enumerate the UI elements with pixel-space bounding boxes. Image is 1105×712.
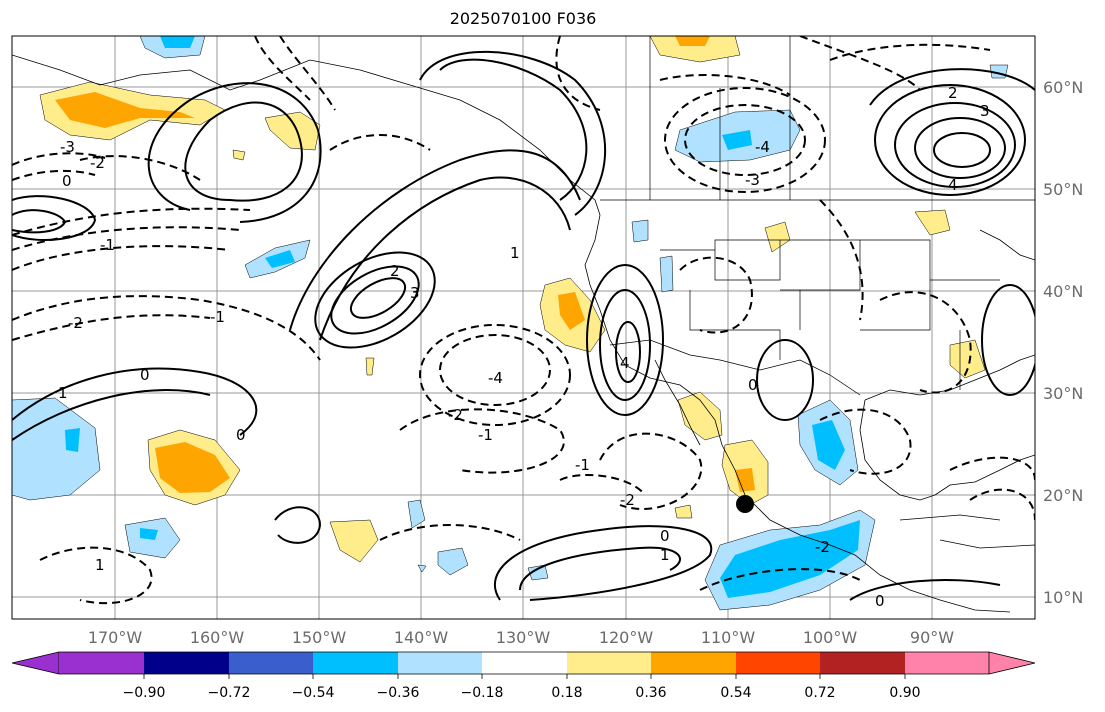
contour-label-group: 0 0 0 0 0 0 1 1 1 1 2 2 3 3 4 4 -1 -1 -1… (58, 84, 990, 610)
colorbar-segment (905, 652, 989, 674)
contour-label: 2 (390, 262, 400, 280)
contour-label: -2 (68, 314, 83, 332)
colorbar-tick-label: 0.72 (804, 685, 835, 701)
contour-label: -1 (575, 456, 590, 474)
map-title: 2025070100 F036 (449, 9, 597, 28)
contour-label: 0 (660, 527, 670, 545)
contour-label: -1 (478, 426, 493, 444)
colorbar-segment (736, 652, 820, 674)
colorbar-segment (59, 652, 144, 674)
contour-label: -1 (100, 236, 115, 254)
contour-label: 3 (980, 102, 990, 120)
colorbar-tick-label: −0.54 (292, 685, 335, 701)
colorbar-segment (482, 652, 567, 674)
longitude-labels: 170°W 160°W 150°W 140°W 130°W 120°W 110°… (88, 628, 954, 647)
contour-label: 0 (236, 426, 246, 444)
lat-label: 30°N (1043, 384, 1083, 403)
lat-label: 50°N (1043, 180, 1083, 199)
contour-label: 0 (748, 376, 758, 394)
contour-label: 4 (948, 176, 958, 194)
latitude-labels: 60°N 50°N 40°N 30°N 20°N 10°N (1043, 78, 1083, 607)
lat-label: 20°N (1043, 486, 1083, 505)
contour-label: -2 (620, 491, 635, 509)
contour-label: 0 (62, 172, 72, 190)
contour-label: -2 (448, 406, 463, 424)
colorbar-segment (144, 652, 229, 674)
colorbar-tick-label: 0.18 (551, 685, 582, 701)
contour-label: -3 (60, 138, 75, 156)
lat-label: 60°N (1043, 78, 1083, 97)
colorbar-segment (567, 652, 651, 674)
lon-label: 160°W (190, 628, 245, 647)
colorbar-tick-label: −0.90 (123, 685, 166, 701)
contour-label: 1 (660, 546, 670, 564)
colorbar-segment (313, 652, 398, 674)
lon-label: 130°W (496, 628, 551, 647)
contour-label: 3 (410, 284, 420, 302)
lat-label: 10°N (1043, 588, 1083, 607)
lon-label: 120°W (599, 628, 654, 647)
colorbar-segment (651, 652, 736, 674)
contour-label: -1 (210, 308, 225, 326)
colorbar-tick-label: −0.18 (461, 685, 504, 701)
contour-label: 1 (58, 384, 68, 402)
contour-label: 0 (875, 592, 885, 610)
colorbar-extend-max (988, 651, 1036, 675)
contour-label: 1 (510, 244, 520, 262)
negative-contours (12, 36, 1035, 605)
location-marker (736, 495, 754, 513)
negative-shading (12, 36, 1009, 611)
positive-contours (12, 50, 1035, 601)
positive-shading (39, 36, 986, 563)
lon-label: 170°W (88, 628, 143, 647)
lon-label: 110°W (701, 628, 756, 647)
colorbar-segment (820, 652, 905, 674)
colorbar-tick-label: 0.90 (889, 685, 920, 701)
colorbar-tick-label: −0.72 (208, 685, 251, 701)
contour-label: -4 (488, 369, 503, 387)
colorbar-segment (229, 652, 313, 674)
colorbar-tick-label: 0.36 (635, 685, 666, 701)
colorbar-segment (398, 652, 482, 674)
lon-label: 140°W (394, 628, 449, 647)
colorbar-tick-label: −0.36 (377, 685, 420, 701)
contour-label: -4 (755, 138, 770, 156)
contour-label: -2 (815, 538, 830, 556)
contour-label: -3 (745, 171, 760, 189)
colorbar: −0.90 −0.72 −0.54 −0.36 −0.18 0.18 0.36 … (11, 651, 1036, 701)
contour-label: -2 (90, 154, 105, 172)
contour-label: 4 (620, 354, 630, 372)
lat-label: 40°N (1043, 282, 1083, 301)
colorbar-tick-label: 0.54 (720, 685, 751, 701)
map-frame (11, 35, 1036, 620)
contour-label: 2 (948, 84, 958, 102)
contour-label: 1 (95, 556, 105, 574)
colorbar-extend-min (11, 651, 60, 675)
lon-label: 100°W (803, 628, 858, 647)
contour-label: 0 (140, 366, 150, 384)
lon-label: 90°W (910, 628, 954, 647)
lon-label: 150°W (292, 628, 347, 647)
